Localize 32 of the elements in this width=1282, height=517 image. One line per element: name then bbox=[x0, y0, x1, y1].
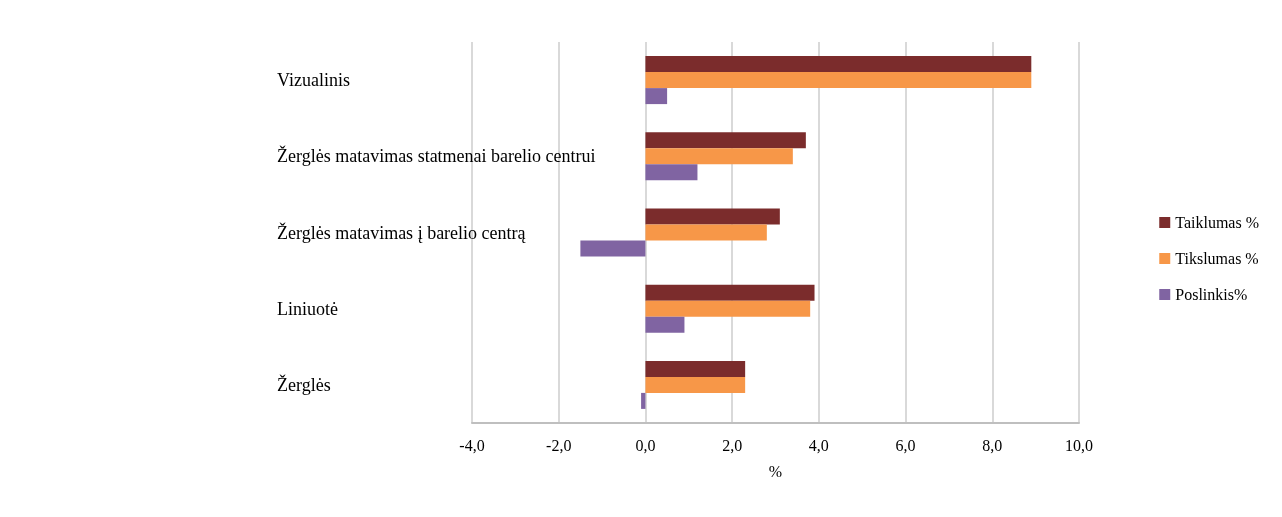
bar bbox=[645, 208, 780, 225]
bar bbox=[645, 72, 1032, 89]
legend-label: Tikslumas % bbox=[1175, 250, 1259, 267]
legend-label: Taiklumas % bbox=[1175, 214, 1259, 231]
bar bbox=[645, 56, 1032, 73]
bar bbox=[645, 148, 793, 165]
bar bbox=[645, 164, 698, 181]
legend-label: Poslinkis% bbox=[1175, 286, 1248, 303]
bar bbox=[645, 376, 746, 393]
y-tick-label: Vizualinis bbox=[277, 70, 350, 91]
y-tick-label: Žerglės matavimas statmenai barelio centrui bbox=[277, 145, 596, 167]
x-tick-label: -2,0 bbox=[546, 436, 572, 454]
bar bbox=[641, 392, 646, 409]
y-tick-label: Žerglės matavimas į barelio centrą bbox=[277, 221, 527, 243]
bar bbox=[645, 132, 806, 149]
bar bbox=[645, 88, 668, 105]
bar bbox=[645, 224, 767, 241]
x-tick-label: 6,0 bbox=[895, 436, 916, 454]
x-tick-label: 10,0 bbox=[1065, 436, 1093, 454]
bar bbox=[645, 300, 811, 317]
x-tick-label: 2,0 bbox=[722, 436, 743, 454]
bar bbox=[580, 240, 646, 257]
x-tick-label: 8,0 bbox=[982, 436, 1003, 454]
x-tick-label: -4,0 bbox=[459, 436, 485, 454]
x-tick-label: 4,0 bbox=[808, 436, 829, 454]
x-axis-title: % bbox=[768, 462, 783, 480]
bar bbox=[645, 316, 685, 333]
x-tick-label: 0,0 bbox=[635, 436, 656, 454]
bar bbox=[645, 360, 746, 377]
y-tick-label: Žerglės bbox=[277, 373, 331, 395]
bar bbox=[645, 284, 815, 301]
y-tick-label: Liniuotė bbox=[277, 298, 338, 319]
